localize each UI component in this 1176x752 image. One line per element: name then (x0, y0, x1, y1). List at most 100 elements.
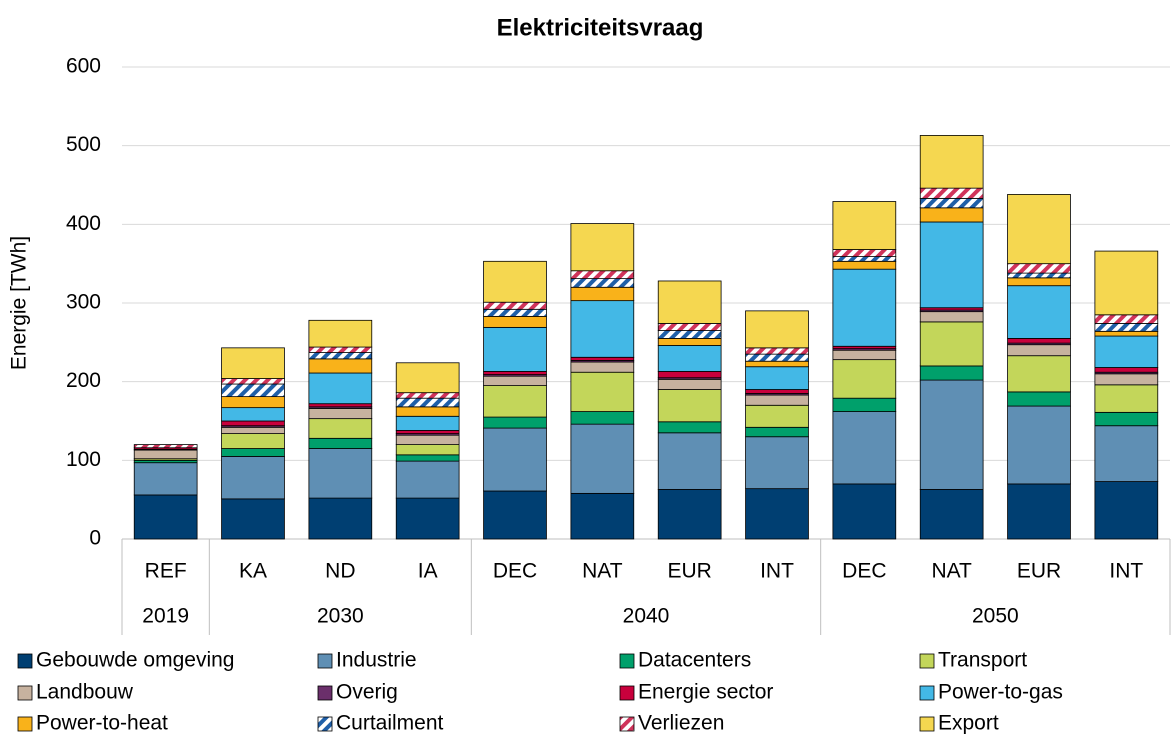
bar-segment (483, 385, 547, 418)
bar-segment (570, 223, 635, 272)
bar-segment (832, 260, 897, 270)
x-tick-label: KA (239, 560, 267, 583)
legend-swatch (619, 653, 635, 669)
bar-segment (308, 418, 373, 439)
bar-segment (745, 353, 809, 362)
bar-segment (395, 406, 460, 417)
legend-swatch (17, 685, 33, 701)
bar-segment (832, 201, 897, 250)
bar-segment (1094, 373, 1159, 386)
bar-segment (308, 372, 373, 405)
legend-label: Industrie (336, 649, 417, 672)
x-tick-label: INT (1109, 560, 1143, 583)
bar-segment (657, 323, 722, 331)
bar-segment (745, 394, 809, 406)
bar-segment (221, 378, 285, 385)
bar-segment (570, 300, 635, 358)
bar-segment (745, 347, 809, 355)
bar-segment (308, 437, 373, 449)
bar-segment (133, 444, 198, 449)
x-tick-label: EUR (1017, 560, 1061, 583)
bar-segment (308, 448, 373, 499)
bar-segment (308, 403, 373, 408)
bar-segment (395, 460, 460, 499)
bar-segment (745, 488, 809, 540)
bar-segment (745, 389, 809, 394)
bar-segment (395, 397, 460, 408)
bar-segment (919, 365, 984, 381)
bar-segment (1094, 335, 1159, 368)
legend-swatch (17, 716, 33, 732)
bar-segment (657, 389, 722, 423)
bar-segment (1094, 367, 1159, 373)
bar-segment (570, 278, 635, 288)
legend-label: Transport (938, 649, 1027, 672)
bar-segment (570, 492, 635, 540)
y-tick-label: 300 (66, 291, 101, 314)
bar-segment (483, 416, 547, 429)
bar-segment (919, 311, 984, 323)
bar-segment (483, 315, 547, 328)
bar-segment (1094, 481, 1159, 540)
x-tick-label: REF (145, 560, 187, 583)
bar-segment (1007, 344, 1071, 357)
bar-segment (1007, 194, 1071, 265)
group-label: 2040 (623, 605, 670, 628)
bar-segment (1007, 272, 1071, 279)
group-label: 2019 (142, 605, 189, 628)
bar-segment (483, 308, 547, 317)
bar-segment (221, 420, 285, 427)
bar-segment (832, 483, 897, 540)
bar-segment (1007, 355, 1071, 393)
bar-segment (832, 249, 897, 257)
bar-segment (1094, 384, 1159, 413)
bar-segment (1007, 263, 1071, 274)
legend-swatch (919, 685, 935, 701)
bar-segment (570, 361, 635, 373)
bar-segment (395, 497, 460, 540)
bar-segment (221, 426, 285, 434)
bar-segment (221, 383, 285, 398)
legend-label: Export (938, 712, 999, 735)
legend-swatch (619, 716, 635, 732)
bar-segment (745, 310, 809, 349)
bar-segment (308, 358, 373, 374)
bar-segment (919, 207, 984, 223)
bar-segment (133, 449, 198, 460)
bar-segment (657, 489, 722, 540)
bar-segment (657, 421, 722, 434)
bar-segment (570, 411, 635, 425)
bar-segment (308, 497, 373, 540)
legend-label: Power-to-heat (36, 712, 168, 735)
bar-segment (745, 404, 809, 428)
y-tick-label: 200 (66, 369, 101, 392)
bar-segment (395, 454, 460, 462)
bar-segment (1094, 250, 1159, 316)
bar-segment (832, 397, 897, 412)
bar-segment (1094, 314, 1159, 324)
bar-segment (483, 490, 547, 540)
legend-swatch (619, 685, 635, 701)
legend-label: Landbouw (36, 681, 134, 704)
bar-segment (395, 415, 460, 431)
bar-segment (919, 221, 984, 309)
bar-segment (657, 330, 722, 339)
x-tick-label: NAT (582, 560, 623, 583)
bar-segment (657, 371, 722, 379)
bar-segment (221, 498, 285, 540)
x-tick-label: IA (418, 560, 438, 583)
bar-segment (919, 197, 984, 209)
bar-segment (570, 286, 635, 302)
bar-segment (133, 494, 198, 540)
bar-segment (1094, 411, 1159, 427)
legend-swatch (317, 653, 333, 669)
bar-segment (657, 432, 722, 490)
bar-segment (395, 430, 460, 434)
bar-segment (745, 366, 809, 390)
bar-segment (1094, 425, 1159, 482)
x-tick-label: ND (325, 560, 355, 583)
bar-segment (832, 359, 897, 399)
legend-swatch (17, 653, 33, 669)
bar-segment (919, 187, 984, 199)
